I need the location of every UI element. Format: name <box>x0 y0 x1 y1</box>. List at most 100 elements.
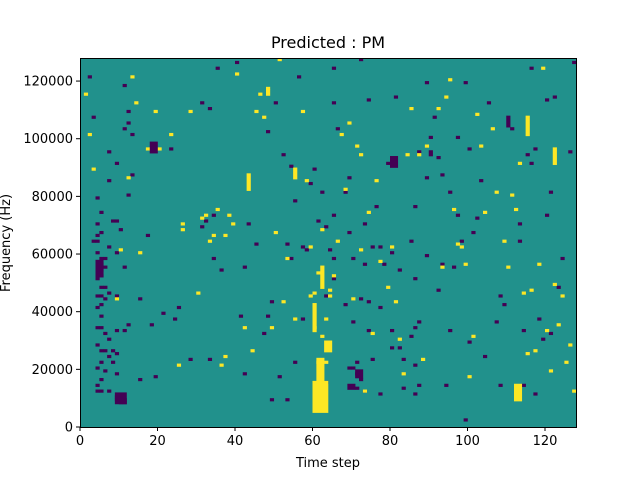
heatmap-cell-high <box>444 95 449 99</box>
heatmap-cell-low <box>211 213 216 217</box>
heatmap-cell-high <box>176 363 182 367</box>
heatmap-cell-low <box>510 127 515 131</box>
heatmap-cell-low <box>355 386 360 390</box>
heatmap-cell-high <box>83 92 89 96</box>
heatmap-cell-low <box>448 328 453 333</box>
heatmap-cell-low <box>351 320 356 324</box>
x-tick-label: 20 <box>149 434 166 449</box>
heatmap-cell-low <box>362 262 368 266</box>
heatmap-cell-low <box>378 392 383 396</box>
heatmap-cell-low <box>273 101 278 105</box>
heatmap-cell-high <box>331 274 337 278</box>
heatmap-cell-low <box>390 251 395 255</box>
heatmap-cell-low <box>424 254 430 258</box>
heatmap-cell-low <box>114 392 127 405</box>
heatmap-cell-low <box>452 265 457 269</box>
heatmap-cell-low <box>114 328 120 333</box>
heatmap-cell-low <box>440 262 445 266</box>
heatmap-cell-low <box>95 389 100 393</box>
heatmap-cell-high <box>537 262 542 266</box>
heatmap-cell-low <box>331 66 337 70</box>
heatmap-cell-high <box>328 294 333 298</box>
heatmap-cell-low <box>122 328 127 333</box>
heatmap-cell-low <box>486 101 492 105</box>
heatmap-cell-high <box>304 179 309 183</box>
heatmap-cell-high <box>568 343 573 347</box>
heatmap-cell-low <box>413 277 418 281</box>
heatmap-cell-high <box>231 222 236 226</box>
heatmap-cell-high <box>145 147 151 151</box>
heatmap-cell-low <box>107 354 112 359</box>
heatmap-cell-low <box>498 383 503 387</box>
heatmap-cell-low <box>506 115 511 128</box>
heatmap-cell-low <box>111 219 116 223</box>
heatmap-cell-high <box>552 147 557 165</box>
heatmap-cell-high <box>483 210 488 214</box>
heatmap-cell-low <box>494 320 499 324</box>
heatmap-cell-low <box>560 256 565 261</box>
heatmap-cell-high <box>362 389 368 393</box>
heatmap-cell-high <box>266 89 271 96</box>
heatmap-background <box>80 58 576 427</box>
heatmap-cell-low <box>378 245 383 249</box>
heatmap-cell-low <box>417 150 422 154</box>
x-axis-label: Time step <box>295 456 360 471</box>
heatmap-cell-high <box>138 251 143 255</box>
heatmap-cell-low <box>355 360 360 364</box>
heatmap-cell-low <box>390 346 395 350</box>
heatmap-cell-high <box>293 317 298 321</box>
heatmap-cell-high <box>242 326 247 330</box>
heatmap-cell-low <box>529 66 534 70</box>
heatmap-cell-low <box>103 265 108 269</box>
heatmap-cell-low <box>99 314 104 318</box>
heatmap-cell-low <box>463 418 468 422</box>
heatmap-cell-low <box>572 60 577 65</box>
heatmap-cell-low <box>107 179 112 183</box>
heatmap-cell-low <box>176 305 182 310</box>
heatmap-cell-high <box>479 144 484 148</box>
heatmap-cell-low <box>238 314 244 318</box>
heatmap-cell-low <box>397 346 402 350</box>
heatmap-cell-low <box>424 81 430 85</box>
heatmap-cell-low <box>475 216 480 220</box>
heatmap-cell-high <box>215 207 220 212</box>
heatmap-cell-low <box>95 305 100 310</box>
heatmap-cell-low <box>103 256 108 261</box>
heatmap-cell-high <box>312 291 317 295</box>
heatmap-cell-low <box>215 66 220 70</box>
heatmap-cell-low <box>331 277 337 281</box>
heatmap-cell-high <box>525 352 530 356</box>
heatmap-cell-low <box>99 389 104 393</box>
heatmap-cell-low <box>331 256 337 261</box>
heatmap-cell-low <box>370 245 375 249</box>
heatmap-cell-high <box>448 78 453 82</box>
heatmap-cell-high <box>405 153 410 157</box>
heatmap-cell-low <box>107 291 112 295</box>
heatmap-cell-high <box>572 389 577 393</box>
heatmap-cell-high <box>564 360 569 364</box>
heatmap-cell-low <box>541 337 546 341</box>
heatmap-cell-low <box>324 225 329 229</box>
heatmap-cell-low <box>281 153 286 157</box>
heatmap-cell-low <box>95 233 100 238</box>
heatmap-cell-low <box>130 132 135 137</box>
heatmap-cell-high <box>386 285 391 289</box>
heatmap-cell-high <box>250 349 255 353</box>
heatmap-cell-high <box>452 207 457 212</box>
heatmap-cell-high <box>312 380 329 413</box>
heatmap-cell-high <box>475 112 480 116</box>
heatmap-cell-high <box>273 230 278 235</box>
heatmap-cell-low <box>432 115 437 119</box>
heatmap-cell-high <box>235 72 240 76</box>
heatmap-cell-low <box>107 150 112 154</box>
chart-title: Predicted : PM <box>271 33 385 52</box>
heatmap-cell-low <box>145 233 151 238</box>
heatmap-cell-low <box>200 101 205 105</box>
heatmap-cell-low <box>343 190 348 194</box>
heatmap-cell-low <box>219 268 224 272</box>
heatmap-cell-high <box>254 109 259 114</box>
heatmap-cell-high <box>490 127 495 131</box>
heatmap-cell-high <box>246 173 251 191</box>
heatmap-cell-high <box>126 176 131 180</box>
